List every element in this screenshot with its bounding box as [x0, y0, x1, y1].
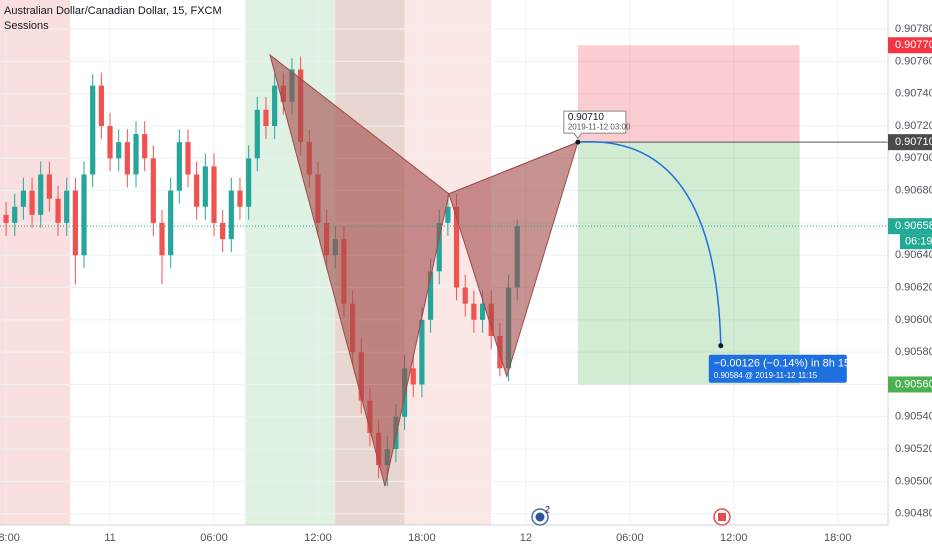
candle-body	[237, 190, 243, 207]
candle-body	[46, 174, 52, 199]
price-label-box	[888, 376, 932, 393]
candle-body	[194, 174, 200, 207]
candle-body	[453, 206, 460, 288]
x-tick-label: 11	[104, 532, 115, 544]
candle-body	[185, 142, 191, 175]
tooltip-box	[563, 110, 627, 139]
axes: 0.90480 0.90500 0.90520 0.90540 0.90560 0.905…	[0, 23, 932, 544]
price-label: 0.90710	[895, 136, 932, 148]
candle-body	[220, 222, 226, 240]
session-band	[0, 0, 71, 525]
candle-body	[150, 158, 156, 223]
x-tick-label: 18:00	[824, 532, 852, 544]
y-tick-label: 0.90500	[895, 475, 932, 487]
candle-body	[12, 206, 18, 223]
y-tick-label: 0.90740	[895, 88, 932, 100]
y-tick-label: 0.90540	[895, 411, 932, 423]
price-label-box	[888, 134, 932, 151]
pattern-triangle	[269, 53, 450, 487]
x-tick-label: 18:00	[408, 532, 436, 544]
candle-body	[3, 214, 9, 223]
candle-body	[479, 303, 486, 320]
candle-body	[176, 142, 182, 191]
candle-body	[471, 303, 477, 320]
x-tick-label: 12:00	[720, 532, 748, 544]
target-zone	[577, 142, 800, 385]
countdown-box	[900, 234, 932, 250]
y-tick-label: 0.90700	[895, 152, 932, 164]
y-tick-label: 0.90480	[895, 508, 932, 520]
event-flag	[535, 512, 545, 522]
y-tick-label: 0.90580	[895, 346, 932, 358]
projection-label-box	[708, 354, 847, 383]
price-label-box	[888, 37, 932, 54]
candle-body	[254, 109, 260, 159]
price-label: 0.90770	[895, 39, 932, 51]
tooltip-price: 0.90710	[568, 112, 605, 123]
x-tick-label: 18:00	[0, 532, 20, 544]
candle-body	[98, 85, 104, 126]
candle-body	[168, 190, 174, 256]
last-price-box	[888, 218, 932, 235]
candle-body	[211, 166, 217, 223]
plot-area	[0, 0, 888, 525]
candle-body	[55, 198, 61, 223]
projection-end	[718, 343, 724, 349]
x-tick-label: 12	[520, 532, 532, 544]
candle-body	[142, 134, 148, 159]
tooltip-time: 2019-11-12 03:00	[568, 122, 631, 131]
candle-body	[124, 142, 130, 175]
y-tick-label: 0.90760	[895, 55, 932, 67]
projection-detail: 0.90584 @ 2019-11-12 11:15	[714, 371, 818, 380]
y-tick-label: 0.90600	[895, 314, 932, 326]
pattern-leg	[448, 141, 579, 195]
overlay: Australian Dollar/Canadian Dollar, 15, F…	[4, 5, 860, 526]
candle-body	[263, 109, 269, 126]
x-tick-label: 06:00	[616, 532, 644, 544]
y-tick-label: 0.90520	[895, 443, 932, 455]
last-price-label: 0.90658	[895, 220, 932, 232]
candle-body	[436, 222, 442, 272]
candle-body	[29, 190, 35, 215]
candle-body	[445, 206, 451, 223]
candle-body	[81, 174, 87, 256]
price-label: 0.90560	[895, 378, 932, 390]
indicator-name: Sessions	[4, 20, 49, 32]
event-count: 2	[545, 504, 550, 514]
projection-label: −0.00126 (−0.14%) in 8h 15m	[714, 358, 860, 370]
candle-body	[419, 319, 425, 385]
projection-arc	[577, 140, 722, 346]
candle-body	[133, 134, 139, 175]
candle-body	[90, 85, 96, 175]
event-flag	[718, 513, 726, 521]
candle-body	[272, 85, 278, 126]
y-tick-label: 0.90680	[895, 185, 932, 197]
candle-body	[107, 126, 113, 159]
projection-start	[575, 139, 581, 145]
y-tick-label: 0.90780	[895, 23, 932, 35]
candle-body	[72, 190, 78, 256]
candle-body	[427, 271, 434, 320]
candle-body	[116, 142, 122, 159]
candle-body	[38, 174, 44, 215]
countdown-label: 06:19	[905, 236, 932, 248]
candle-body	[462, 287, 468, 304]
candle-body	[246, 158, 252, 207]
x-tick-label: 06:00	[200, 532, 228, 544]
y-tick-label: 0.90720	[895, 120, 932, 132]
candle-body	[228, 190, 234, 240]
y-tick-label: 0.90640	[895, 249, 932, 261]
x-tick-label: 12:00	[304, 532, 332, 544]
candle-body	[202, 166, 208, 207]
candle-body	[159, 222, 165, 256]
candle-body	[410, 368, 416, 385]
chart-title: Australian Dollar/Canadian Dollar, 15, F…	[4, 5, 222, 17]
candle-body	[64, 190, 70, 223]
candle-body	[20, 190, 26, 207]
y-tick-label: 0.90620	[895, 281, 932, 293]
